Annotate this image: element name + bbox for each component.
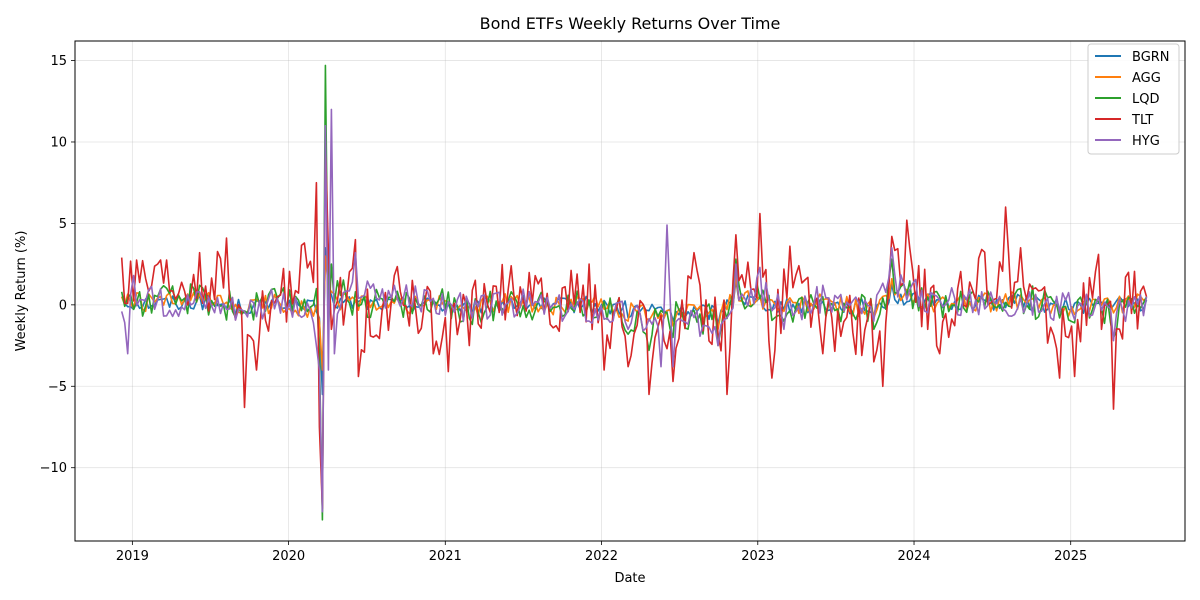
y-axis-label: Weekly Return (%) (14, 231, 29, 352)
y-tick-label: 5 (59, 217, 67, 232)
y-tick-label: 0 (59, 298, 67, 313)
legend-label-lqd: LQD (1132, 92, 1160, 107)
x-tick-label: 2019 (116, 549, 149, 564)
x-tick-label: 2025 (1054, 549, 1087, 564)
x-tick-label: 2021 (429, 549, 462, 564)
y-tick-label: 15 (50, 54, 67, 69)
series-line-hyg (120, 108, 1148, 513)
x-tick-label: 2022 (585, 549, 618, 564)
legend-label-bgrn: BGRN (1132, 50, 1170, 65)
legend-label-tlt: TLT (1131, 113, 1153, 128)
y-tick-label: −10 (40, 461, 67, 476)
x-tick-label: 2024 (897, 549, 930, 564)
chart-title: Bond ETFs Weekly Returns Over Time (480, 14, 781, 33)
legend-box (1087, 43, 1180, 155)
legend-label-agg: AGG (1132, 71, 1161, 86)
x-tick-label: 2023 (741, 549, 774, 564)
series-group (120, 64, 1148, 521)
y-tick-label: 10 (50, 135, 67, 150)
axis-ticks: 2019 2020 2021 2022 2023 2024 2025 15 10 5 0 −5 −10 (40, 54, 1088, 564)
x-tick-label: 2020 (272, 549, 305, 564)
legend: BGRN AGG LQD TLT HYG (1087, 43, 1180, 155)
legend-label-hyg: HYG (1132, 134, 1160, 149)
y-tick-label: −5 (48, 380, 67, 395)
x-axis-label: Date (614, 571, 645, 586)
plot-frame (74, 40, 1186, 542)
